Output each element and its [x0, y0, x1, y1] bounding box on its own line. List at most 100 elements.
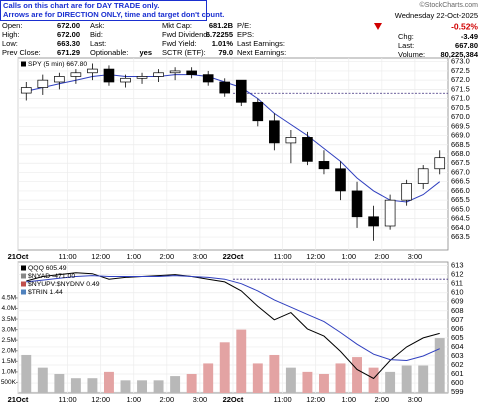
x-tick-label: 1:00: [126, 252, 141, 261]
candle-body: [219, 81, 231, 94]
y-tick-label: 666.5: [451, 177, 470, 186]
candle-body: [169, 70, 181, 74]
header: Open: 672.00 Ask: Mkt Cap: 681.2B P/E: High: 67…: [2, 21, 479, 59]
y-tick-label: 610: [451, 288, 464, 297]
cell-label: Open:: [2, 21, 22, 30]
candle-body: [153, 72, 164, 77]
x-tick-label: 12:00: [306, 252, 325, 261]
y-tick-label: 663.5: [451, 232, 470, 241]
y-tick-label: 668.0: [451, 149, 470, 158]
y-tick-label: 669.5: [451, 121, 470, 130]
x-tick-label: 3:00: [193, 395, 208, 404]
y-tick-label: 600: [451, 378, 464, 387]
volume-bar: [368, 367, 379, 393]
cell-label: Optionable:: [90, 48, 128, 57]
volume-bar: [70, 378, 81, 393]
candle-body: [417, 168, 429, 184]
cell-value: 672.00: [57, 21, 80, 30]
cell-label: SCTR (ETF):: [162, 48, 206, 57]
volume-bar: [54, 373, 65, 393]
y-tick-label: 672.0: [451, 75, 470, 84]
candle-body: [70, 72, 82, 77]
y-tick-label: 667.5: [451, 158, 470, 167]
y-tick-label: 673.0: [451, 57, 470, 66]
notice-box: [0, 0, 207, 21]
x-tick-label: 2:00: [375, 252, 390, 261]
cell-label: Low:: [2, 39, 18, 48]
x-tick-label: 2:00: [160, 252, 175, 261]
volume-bar: [285, 367, 296, 393]
candle-body: [37, 79, 49, 88]
notice-line: Arrows are for DIRECTION ONLY, time and …: [3, 10, 224, 19]
x-tick-label: 12:00: [91, 252, 110, 261]
y-tick-label: 665.5: [451, 195, 470, 204]
volume-bar: [137, 380, 147, 393]
volume-bar: [104, 371, 114, 393]
legend-label: $TRIN 1.44: [28, 289, 63, 296]
summary-label: Volume:: [398, 50, 425, 59]
y2-tick-label: 1.5M: [2, 358, 16, 365]
series-line: [26, 275, 440, 362]
y2-tick-label: 3.0M: [2, 326, 16, 333]
y2-tick-label: 3.5M: [2, 316, 16, 323]
cell-value: 672.00: [57, 30, 80, 39]
x-tick-label: 22Oct: [223, 252, 244, 261]
candle-body: [136, 76, 148, 79]
legend-swatch: [21, 289, 26, 295]
volume-bar: [352, 357, 362, 393]
candle-body: [285, 137, 297, 144]
candle-body: [384, 199, 396, 227]
x-tick-label: 21Oct: [8, 252, 29, 261]
cell-label: Fwd Dividend:: [162, 30, 210, 39]
y2-tick-label: 4.0M: [2, 305, 16, 312]
cell-value: 671.29: [57, 48, 80, 57]
x-tick-label: 11:00: [274, 252, 292, 261]
volume-bar: [21, 354, 32, 393]
x-tick-label: 3:00: [408, 252, 423, 261]
x-tick-label: 3:00: [408, 395, 423, 404]
y-tick-label: 671.0: [451, 94, 470, 103]
candle-body: [202, 74, 214, 83]
candle-body: [252, 101, 264, 122]
volume-bar: [319, 373, 329, 393]
candle-body: [87, 68, 98, 74]
cell-value: yes: [139, 48, 152, 57]
x-tick-label: 11:00: [59, 395, 77, 404]
y-tick-label: 670.0: [451, 112, 470, 121]
cell-value: 681.2B: [209, 21, 234, 30]
summary-label: Chg:: [398, 32, 414, 41]
y2-tick-label: 2.0M: [2, 347, 16, 354]
y-tick-label: 613: [451, 261, 464, 270]
legend-label: SPY (5 min) 667.80: [28, 61, 87, 68]
volume-bar: [335, 363, 346, 393]
candle-body: [54, 76, 65, 83]
volume-bar: [269, 354, 280, 393]
y2-tick-label: 2.5M: [2, 337, 16, 344]
y-tick-label: 605: [451, 333, 464, 342]
x-tick-label: 3:00: [193, 252, 208, 261]
y-tick-label: 602: [451, 360, 464, 369]
legend-label: $NYAD -471.00: [28, 273, 75, 280]
y-tick-label: 606: [451, 324, 464, 333]
plots: 663.5664.0664.5665.0665.5666.0666.5667.0…: [1, 57, 470, 404]
legend-label: QQQ 605.49: [28, 265, 67, 272]
volume-bar: [418, 365, 429, 393]
y-tick-label: 671.5: [451, 84, 470, 93]
y-tick-label: 599: [451, 387, 464, 396]
x-tick-label: 1:00: [341, 395, 356, 404]
candle-body: [368, 216, 379, 227]
y-tick-label: 669.0: [451, 131, 470, 140]
x-tick-label: 11:00: [59, 252, 77, 261]
series-line: [26, 74, 441, 203]
cell-label: Ask:: [90, 21, 105, 30]
summary-value: -3.49: [461, 32, 478, 41]
volume-bar: [401, 365, 412, 393]
cell-label: High:: [2, 30, 20, 39]
y-tick-label: 603: [451, 351, 464, 360]
volume-bar: [170, 376, 181, 393]
candle-body: [434, 157, 446, 170]
cell-value: 6.72255: [206, 30, 233, 39]
x-tick-label: 2:00: [375, 395, 390, 404]
